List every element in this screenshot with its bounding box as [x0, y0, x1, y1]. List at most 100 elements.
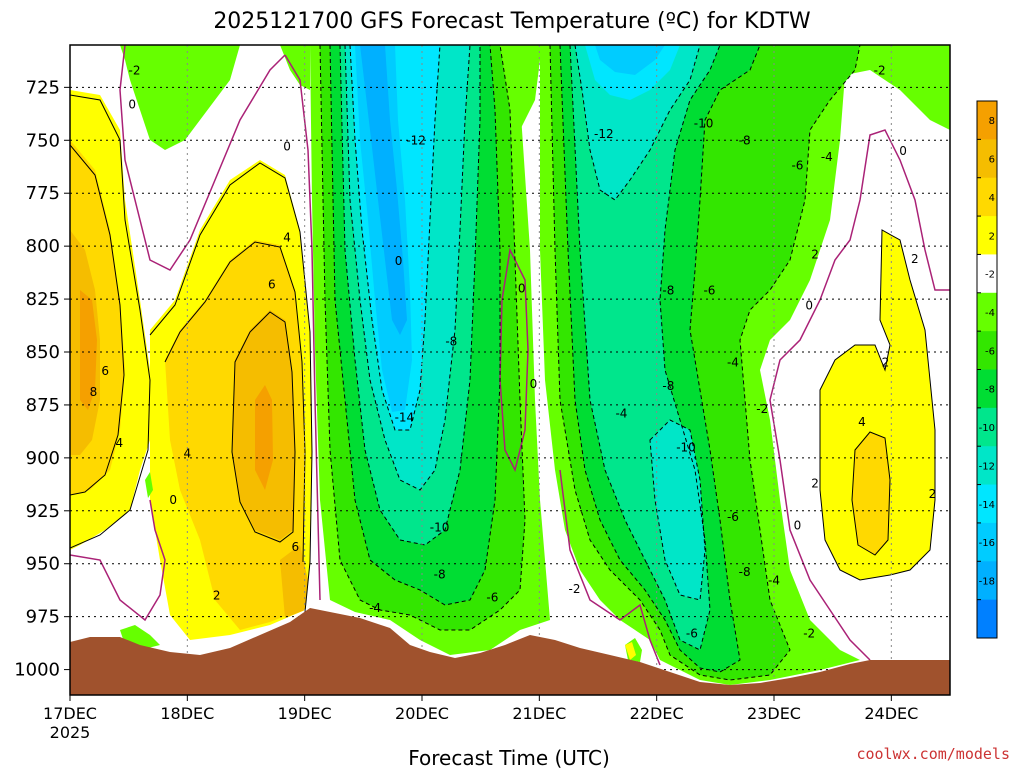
contour-label: -6: [727, 510, 739, 524]
y-tick-label: 825: [26, 289, 60, 310]
band-minus2-topleft: [120, 45, 240, 150]
y-tick-label: 875: [26, 395, 60, 416]
contour-label: 2: [811, 476, 819, 490]
colorbar-label: 2: [989, 231, 995, 242]
contour-minus-b5: [649, 419, 706, 601]
contour-label: -6: [791, 159, 803, 173]
colorbar-label: -18: [979, 576, 995, 587]
contour-label: -2: [874, 63, 886, 77]
contour-label: 0: [395, 254, 403, 268]
contour-label: -8: [662, 284, 674, 298]
contour-label: 4: [283, 231, 291, 245]
contour-label: 6: [291, 540, 299, 554]
contour-label: 8: [90, 385, 98, 399]
plot-frame: [69, 44, 951, 696]
contour-label: 4: [115, 436, 123, 450]
colorbar-swatch: [977, 254, 997, 294]
contour-0-left: [119, 45, 286, 271]
band-4-to-6-right: [852, 432, 890, 555]
x-tick-label: 18DEC: [160, 704, 214, 723]
y-tick-label: 1000: [14, 660, 60, 681]
band-2-to-4-right: [820, 230, 935, 580]
plot-area: -2 0 0 -12 -12 -10 -8 -6 -4 -2 0 4 6 0 0 0 -8 -14 -8 -6 -4 -8…: [70, 45, 950, 695]
colorbar-label: -16: [979, 538, 995, 549]
contour-label: 2: [911, 252, 919, 266]
contour-labels: -2 0 0 -12 -12 -10 -8 -6 -4 -2 0 4 6 0 0 0 -8 -14 -8 -6 -4 -8…: [90, 63, 937, 640]
contour-2-right: [819, 229, 936, 581]
contour-2-mid: [149, 162, 313, 613]
x-tick-label: 24DEC: [864, 704, 918, 723]
contour-label: 0: [518, 281, 526, 295]
contour-label: 0: [899, 144, 907, 158]
contour-label: 4: [184, 447, 192, 461]
colorbar-label: -14: [979, 500, 995, 511]
contour-label: -4: [615, 406, 627, 420]
colorbar-label: 6: [989, 155, 995, 166]
contour-label: -2: [756, 402, 768, 416]
colorbar: 8 6 4 2 -2 -4 -6 -8 -10 -12 -14 -16 -18: [976, 100, 998, 639]
colorbar-swatch: [977, 407, 997, 447]
contour-label: 4: [858, 415, 866, 429]
contour-label: -4: [768, 574, 780, 588]
contour-label: 6: [101, 364, 109, 378]
x-tick-label: 20DEC: [395, 704, 449, 723]
contour-label: -2: [803, 627, 815, 641]
contour-minus-a5: [349, 45, 441, 431]
contour-0-right: [769, 129, 950, 661]
contour-minus-a1: [319, 45, 526, 631]
contour-label: -8: [739, 565, 751, 579]
contour-label: 0: [805, 298, 813, 312]
contour-label: -8: [662, 379, 674, 393]
contour-label: -8: [434, 567, 446, 581]
colorbar-swatch: [977, 331, 997, 370]
y-tick-label: 800: [26, 236, 60, 257]
contour-label: -10: [676, 440, 696, 454]
colorbar-swatch: [977, 177, 997, 217]
x-axis: 17DEC 18DEC 19DEC 20DEC 21DEC 22DEC 23DEC 24DEC…: [43, 695, 918, 742]
contour-label: 0: [128, 97, 136, 111]
colorbar-label: -8: [985, 385, 995, 396]
y-tick-label: 750: [26, 130, 60, 151]
band-minus2-topmid: [280, 45, 310, 90]
x-tick-label: 19DEC: [278, 704, 332, 723]
band-minus16-to-minus18-a: [360, 45, 407, 335]
colorbar-swatch: [977, 101, 997, 140]
contour-minus-b4: [574, 45, 701, 201]
y-tick-label: 975: [26, 607, 60, 628]
temperature-fills: [70, 45, 950, 685]
contour-0-mid: [284, 54, 321, 601]
contour-label: 2: [811, 248, 819, 262]
colorbar-swatch: [977, 369, 997, 409]
band-minus2-blob-b: [145, 472, 153, 498]
contour-4-right: [851, 431, 891, 556]
colorbar-label: 4: [989, 193, 995, 204]
contour-label: 0: [794, 519, 802, 533]
contour-label: 2: [213, 588, 221, 602]
contour-label: 2: [929, 487, 937, 501]
credit-link[interactable]: coolwx.com/models: [856, 745, 1010, 763]
contour-label: -6: [686, 627, 698, 641]
y-tick-label: 900: [26, 448, 60, 469]
colorbar-swatch: [977, 484, 997, 524]
contour-label: 0: [283, 140, 291, 154]
contour-label: -8: [739, 133, 751, 147]
contour-label: -4: [727, 356, 739, 370]
contour-label: -12: [594, 127, 614, 141]
colorbar-label: -4: [985, 308, 995, 319]
contour-label: -12: [406, 133, 426, 147]
colorbar-swatch: [977, 599, 997, 639]
x-tick-label: 22DEC: [630, 704, 684, 723]
colorbar-swatch: [977, 561, 997, 601]
colorbar-label: -2: [985, 270, 995, 281]
contour-label: -10: [430, 521, 450, 535]
contour-minus-b1: [549, 45, 861, 681]
x-tick-label: 21DEC: [512, 704, 566, 723]
y-tick-label: 775: [26, 183, 60, 204]
contour-label: -10: [694, 116, 714, 130]
contour-label: -4: [821, 150, 833, 164]
colorbar-swatch: [977, 522, 997, 562]
colorbar-label: 8: [989, 116, 995, 127]
y-axis: 725 750 775 800 825 850 875 900 925 950 975 1000: [14, 77, 70, 681]
x-axis-label: Forecast Time (UTC): [408, 746, 610, 768]
